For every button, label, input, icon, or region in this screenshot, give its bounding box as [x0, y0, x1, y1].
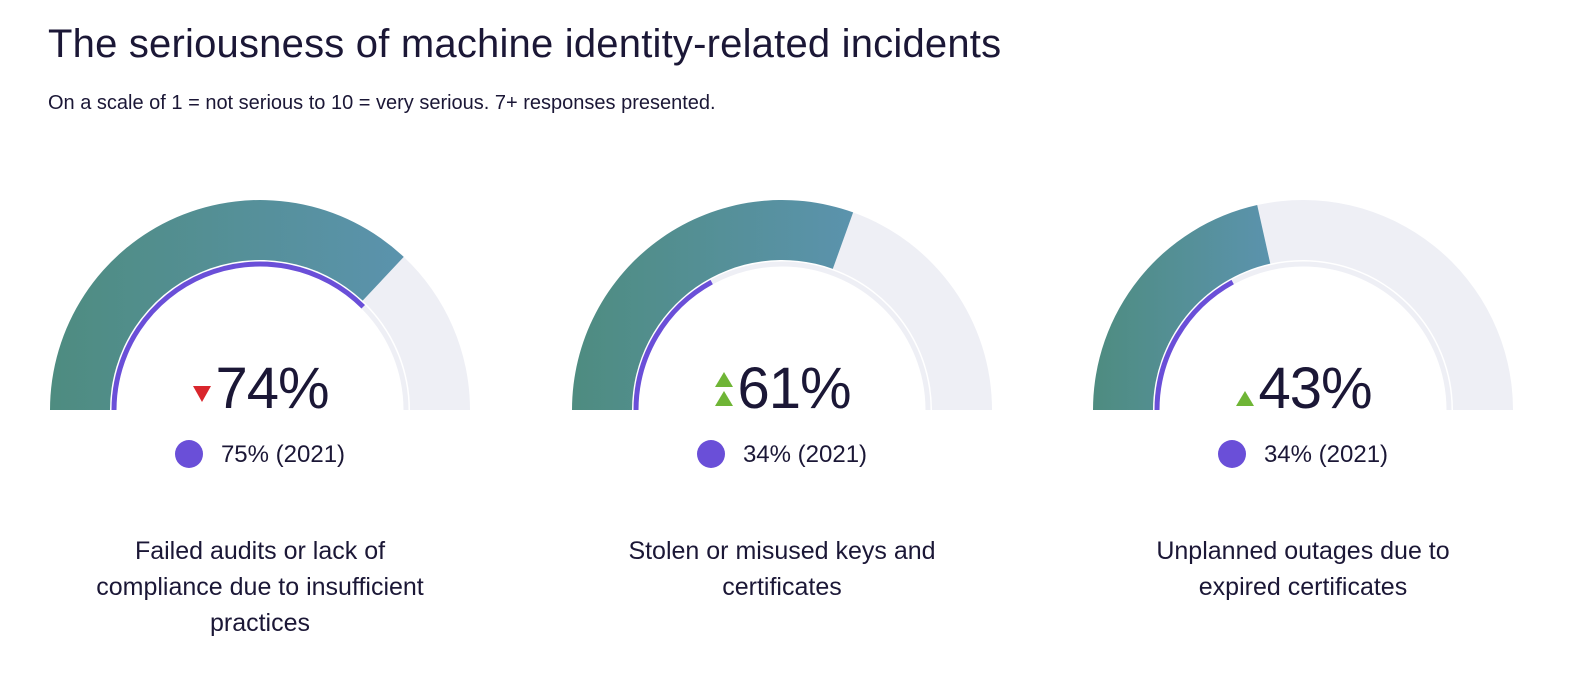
red-down-triangle-icon — [193, 386, 212, 402]
prior-year-bar — [111, 261, 366, 411]
prior-year-value: 75% (2021) — [220, 441, 346, 468]
prior-year-row: 34% (2021) — [1093, 439, 1513, 470]
prior-year-row: 75% (2021) — [50, 439, 470, 470]
page-title: The seriousness of machine identity-rela… — [48, 22, 1002, 66]
page-subtitle: On a scale of 1 = not serious to 10 = ve… — [48, 92, 716, 114]
gauge-failed-audits: 74% 75% (2021) Failed audits or lack of … — [50, 195, 470, 655]
legend-dot-2021 — [1217, 439, 1246, 468]
current-percentage: 74% — [215, 356, 329, 421]
gauge-label: Failed audits or lack of compliance due … — [96, 537, 424, 637]
trend-down-icon — [191, 364, 213, 408]
prior-year-row: 34% (2021) — [572, 439, 992, 470]
current-value-bar — [50, 200, 404, 410]
gauge-track — [362, 256, 470, 410]
current-value-bar — [572, 200, 854, 410]
legend-dot-2021 — [174, 439, 203, 468]
gauge-track — [832, 212, 992, 410]
value-row: 61% — [572, 355, 992, 422]
up-triangle — [1236, 391, 1255, 406]
gauge-stolen-keys: 61% 34% (2021) Stolen or misused keys an… — [572, 195, 992, 655]
up-triangle — [715, 391, 734, 406]
gauge-arc — [1093, 200, 1513, 411]
green-up-triangle-icon — [1236, 391, 1255, 406]
gauge-arc — [50, 200, 470, 411]
value-row: 43% — [1093, 355, 1513, 422]
double-green-up-triangle-icon — [715, 372, 734, 406]
down-triangle — [193, 386, 212, 402]
legend-dot-2021 — [696, 439, 725, 468]
trend-up-double-icon — [713, 364, 735, 408]
current-value-bar — [1093, 205, 1271, 410]
gauge-track — [1257, 200, 1513, 410]
prior-year-bar — [1154, 279, 1234, 411]
gauge-arc — [572, 200, 992, 411]
current-percentage: 43% — [1258, 356, 1372, 421]
prior-year-bar — [633, 279, 713, 411]
up-triangle — [715, 372, 734, 387]
gauge-label: Unplanned outages due to expired certifi… — [1156, 537, 1450, 601]
gauge-label: Stolen or misused keys and certificates — [628, 537, 936, 601]
value-row: 74% — [50, 355, 470, 422]
gauge-unplanned-outages: 43% 34% (2021) Unplanned outages due to … — [1093, 195, 1513, 655]
current-percentage: 61% — [737, 356, 851, 421]
prior-year-value: 34% (2021) — [742, 441, 868, 468]
trend-up-icon — [1234, 364, 1256, 408]
prior-year-value: 34% (2021) — [1263, 441, 1389, 468]
